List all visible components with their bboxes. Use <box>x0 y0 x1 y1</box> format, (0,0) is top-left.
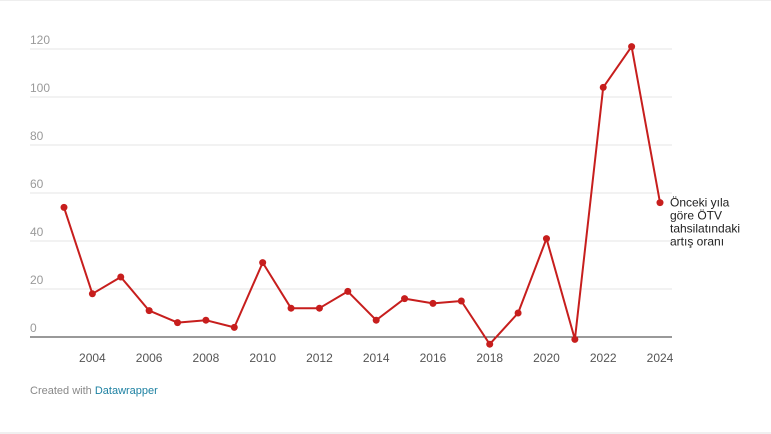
data-point <box>656 199 664 207</box>
x-tick-label: 2006 <box>136 351 163 365</box>
y-tick-label: 80 <box>30 129 44 143</box>
y-tick-label: 100 <box>30 81 50 95</box>
x-tick-label: 2008 <box>193 351 220 365</box>
y-tick-label: 120 <box>30 33 50 47</box>
data-point <box>259 259 267 267</box>
data-point <box>429 299 437 307</box>
data-point <box>230 323 238 331</box>
data-point <box>174 319 182 327</box>
data-point <box>202 316 210 324</box>
data-point <box>571 335 579 343</box>
x-tick-label: 2018 <box>476 351 503 365</box>
x-axis: 2004 2006 2008 2010 2012 2014 2016 2018 2020 2022… <box>79 351 674 365</box>
data-point <box>344 287 352 295</box>
data-point <box>372 316 380 324</box>
y-tick-label: 40 <box>30 225 44 239</box>
data-point <box>542 235 550 243</box>
y-axis: 0 20 40 60 80 100 120 <box>30 33 50 335</box>
series-label: Önceki yıla göre ÖTV tahsilatındaki artış o… <box>670 196 740 249</box>
series-name-label: Önceki yıla göre ÖTV tahsilatındaki artış o… <box>670 196 740 249</box>
data-point <box>486 340 494 348</box>
data-point <box>628 43 636 51</box>
x-tick-label: 2024 <box>647 351 674 365</box>
x-tick-label: 2014 <box>363 351 390 365</box>
credit-footer: Created with Datawrapper <box>30 385 158 397</box>
data-point <box>401 295 409 303</box>
bottom-divider <box>0 432 771 434</box>
x-tick-label: 2010 <box>249 351 276 365</box>
data-point <box>88 290 96 298</box>
data-point <box>145 307 153 315</box>
top-divider <box>0 0 771 1</box>
data-point <box>599 83 607 91</box>
series-line <box>63 45 661 346</box>
x-tick-label: 2004 <box>79 351 106 365</box>
y-tick-label: 0 <box>30 321 37 335</box>
credit-text: Created with <box>30 385 92 397</box>
data-point <box>287 304 295 312</box>
x-tick-label: 2020 <box>533 351 560 365</box>
gridlines <box>30 48 672 338</box>
data-point <box>315 304 323 312</box>
datawrapper-link[interactable]: Datawrapper <box>94 385 158 397</box>
series-group <box>60 43 664 348</box>
data-point <box>457 297 465 305</box>
x-tick-label: 2016 <box>420 351 447 365</box>
x-tick-label: 2022 <box>590 351 617 365</box>
data-point <box>514 309 522 317</box>
y-tick-label: 20 <box>30 273 44 287</box>
y-tick-label: 60 <box>30 177 44 191</box>
data-point <box>117 273 125 281</box>
data-point <box>60 203 68 211</box>
x-tick-label: 2012 <box>306 351 333 365</box>
